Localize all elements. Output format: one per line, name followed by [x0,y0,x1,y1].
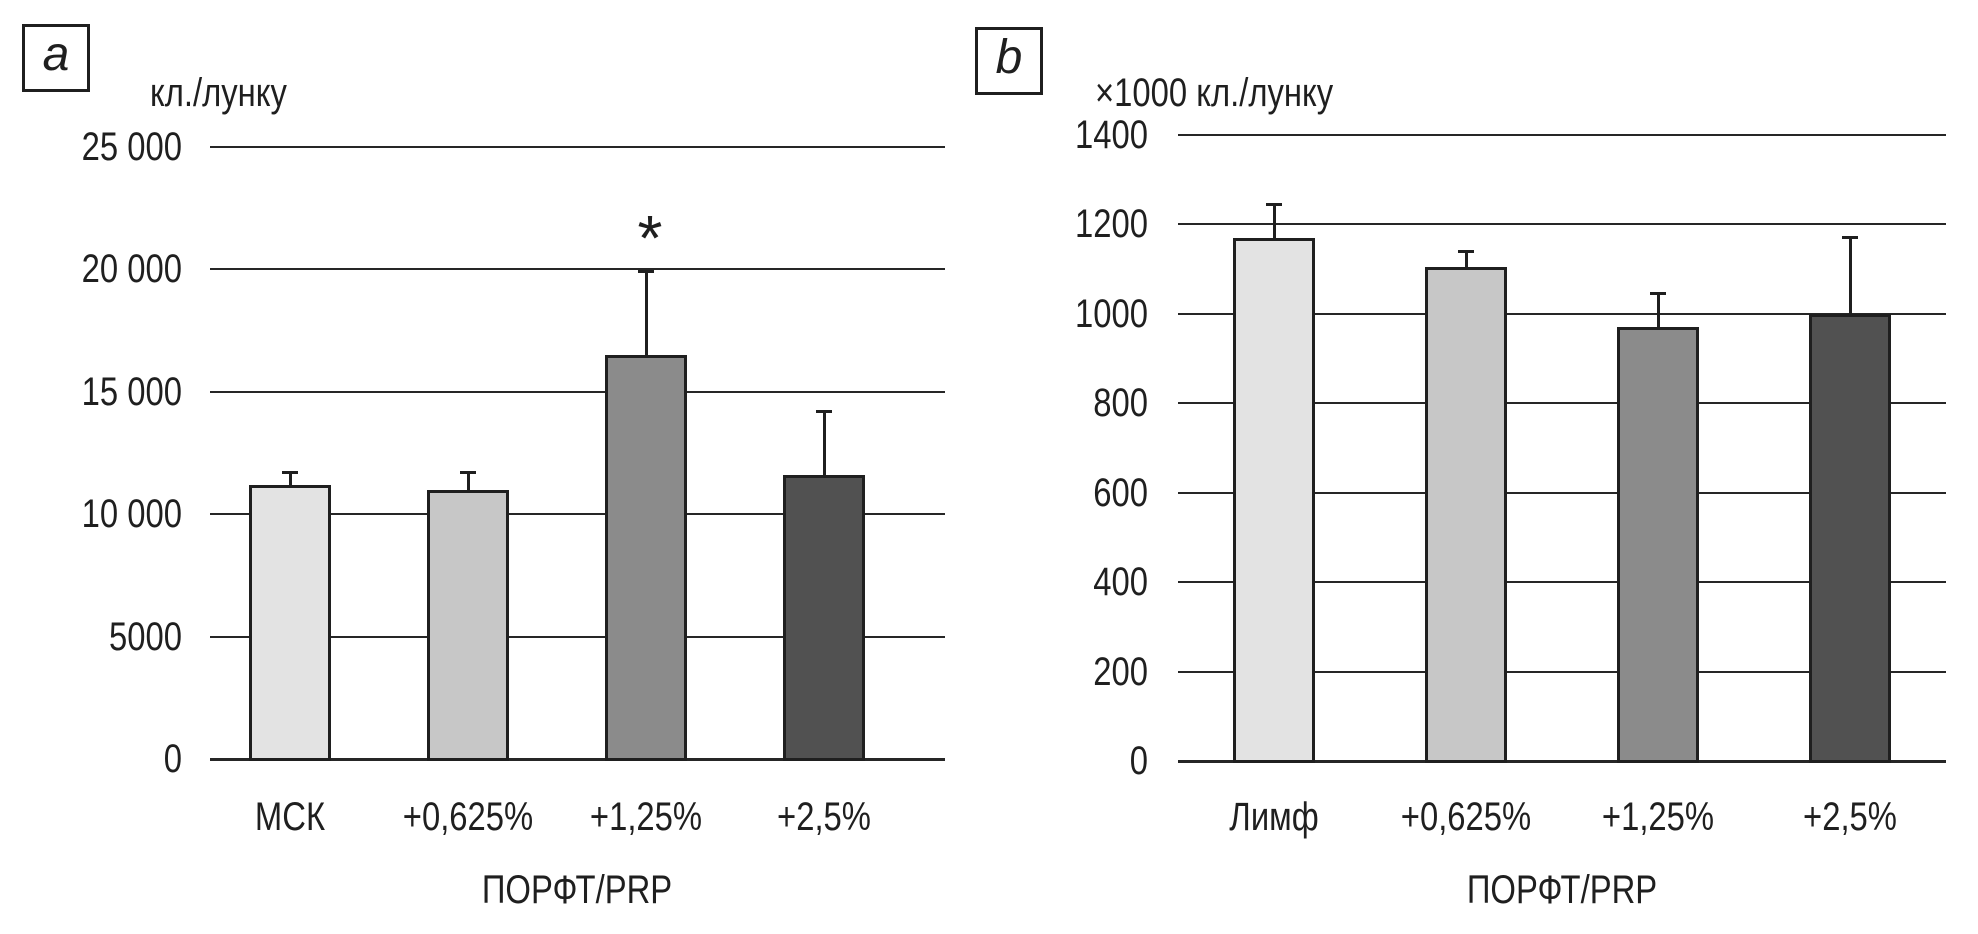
error-bar [466,472,470,498]
significance-asterisk: * [637,201,663,274]
error-bar [1848,237,1852,322]
bar [605,355,687,761]
x-category-label: Лимф [1229,795,1319,839]
bar [427,489,509,761]
x-category-label: +1,25% [589,795,703,839]
y-tick-label: 200 [1093,649,1148,694]
error-bar [822,411,826,484]
error-bar-cap [1266,202,1282,206]
grid-line [1178,134,1946,136]
grid-line [1178,223,1946,226]
y-tick-label: 5000 [109,614,182,659]
grid-line [1178,581,1946,584]
y-tick-label: 10 000 [81,492,182,537]
bar [1425,266,1507,763]
bar [783,475,865,761]
panel-a-x-axis-title: ПОРФТ/PRP [481,868,673,912]
grid-line [210,268,945,271]
grid-line [210,635,945,638]
x-category-label: +2,5% [777,795,871,839]
panel-b-x-axis-title: ПОРФТ/PRP [1466,868,1658,912]
x-category-label: +0,625% [1400,795,1532,839]
x-category-label: +1,25% [1601,795,1715,839]
grid-line [210,513,945,516]
error-bar-cap [460,471,476,475]
error-bar [288,472,292,493]
error-bar [1656,293,1660,336]
y-tick-label: 0 [1129,739,1148,783]
error-bar [1464,251,1468,275]
y-tick-label: 0 [163,737,182,781]
grid-line [1178,402,1946,405]
error-bar [1272,204,1276,246]
panel-b-y-axis-title: ×1000 кл./лунку [1095,71,1334,115]
bar [249,484,331,761]
grid-line [1178,312,1946,315]
panel-b-label-box: b [975,27,1043,95]
grid-line [1178,670,1946,673]
error-bar-cap [1842,236,1858,240]
y-tick-label: 15 000 [81,369,182,414]
panel-a-label-box: a [22,24,90,92]
x-category-label: МСК [254,795,326,839]
bar [1617,327,1699,763]
x-category-label: +0,625% [402,795,534,839]
bar [1233,237,1315,763]
grid-line [210,146,945,148]
grid-line [1178,491,1946,494]
error-bar-cap [816,409,832,413]
grid-line [210,757,945,761]
y-tick-label: 25 000 [81,125,182,169]
y-tick-label: 1000 [1075,291,1148,336]
x-category-label: +2,5% [1803,795,1897,839]
panel-a-label: a [42,28,70,81]
bar [1809,313,1891,763]
grid-line [1178,759,1946,763]
y-tick-label: 1400 [1075,113,1148,157]
y-tick-label: 800 [1093,381,1148,426]
y-tick-label: 1200 [1075,202,1148,247]
y-tick-label: 20 000 [81,247,182,292]
panel-a-y-axis-title: кл./лунку [150,71,287,115]
error-bar-cap [1458,249,1474,253]
panel-b-label: b [995,31,1023,84]
error-bar-cap [638,270,654,274]
y-tick-label: 400 [1093,560,1148,605]
error-bar [644,271,648,364]
error-bar-cap [282,471,298,475]
y-tick-label: 600 [1093,470,1148,515]
grid-line [210,390,945,393]
error-bar-cap [1650,292,1666,296]
